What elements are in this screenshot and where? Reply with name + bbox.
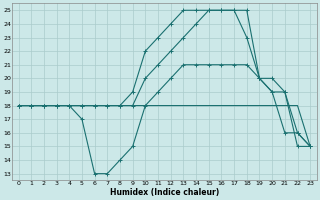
X-axis label: Humidex (Indice chaleur): Humidex (Indice chaleur) (110, 188, 219, 197)
